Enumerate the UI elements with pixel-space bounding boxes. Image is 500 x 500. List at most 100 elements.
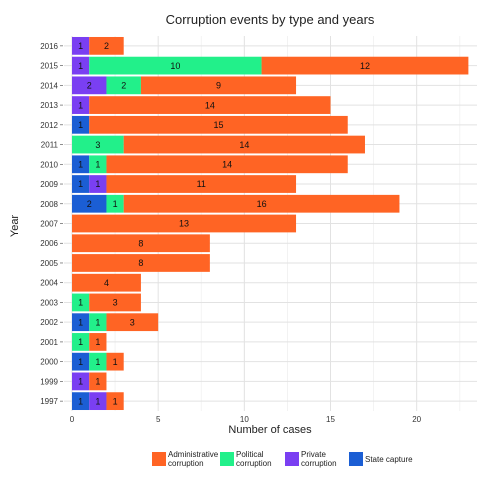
bar-segment (72, 194, 107, 213)
bar-segment (89, 333, 107, 351)
y-axis-title: Year (9, 215, 21, 238)
legend-swatch (152, 452, 166, 466)
bar-value-label: 14 (222, 159, 232, 169)
bar-value-label: 4 (104, 278, 109, 288)
bar-value-label: 9 (216, 81, 221, 91)
bar-value-label: 2 (104, 41, 109, 51)
y-tick-label: 2001 (40, 338, 58, 347)
bar-value-label: 14 (239, 140, 249, 150)
chart-title: Corruption events by type and years (166, 12, 375, 27)
legend-label: Private corruption (301, 450, 337, 468)
bar-segment (140, 76, 297, 95)
bar-segment (89, 36, 124, 55)
bar-value-label: 2 (87, 199, 92, 209)
bar-value-label: 8 (138, 238, 143, 248)
bar-segment (106, 194, 124, 213)
y-tick-label: 2003 (40, 298, 58, 307)
bar-segment (89, 115, 348, 134)
bar-value-label: 1 (113, 396, 118, 406)
bar-value-label: 16 (257, 199, 267, 209)
bar-segment (89, 313, 107, 332)
bar-segment (72, 115, 90, 134)
bar-value-label: 2 (87, 81, 92, 91)
bar-value-label: 2 (121, 81, 126, 91)
bar-value-label: 1 (78, 120, 83, 130)
y-tick-label: 2013 (40, 101, 58, 110)
bar-segment (106, 76, 141, 95)
bar-value-label: 1 (78, 100, 83, 110)
bar-value-label: 1 (95, 357, 100, 367)
x-tick-label: 5 (156, 415, 161, 424)
bar-value-label: 1 (95, 337, 100, 347)
bar-segment (72, 293, 90, 312)
bar-value-label: 1 (78, 298, 83, 308)
bar-segment (89, 293, 141, 312)
legend-swatch (349, 452, 363, 466)
bar-value-label: 3 (130, 317, 135, 327)
bar-value-label: 1 (78, 337, 83, 347)
bar-value-label: 12 (360, 61, 370, 71)
bar-value-label: 1 (113, 199, 118, 209)
bar-value-label: 1 (78, 41, 83, 51)
bar-segment (72, 214, 297, 233)
bar-segment (89, 352, 107, 371)
y-axis-ticks: 2016 2015 2014 2013 2012 2011 2010 2009 2008 2007… (40, 42, 63, 406)
y-tick-label: 2007 (40, 220, 58, 229)
bar-segment (72, 392, 90, 411)
y-tick-label: 2005 (40, 259, 58, 268)
legend-label: State capture (365, 455, 413, 464)
bar-segment (123, 194, 400, 213)
legend-swatch (285, 452, 299, 466)
bar-value-label: 1 (95, 377, 100, 387)
bar-value-label: 14 (205, 100, 215, 110)
x-tick-label: 20 (412, 415, 421, 424)
bar-value-label: 1 (78, 317, 83, 327)
bar-value-label: 1 (78, 396, 83, 406)
y-tick-label: 2009 (40, 180, 58, 189)
legend-swatch (220, 452, 234, 466)
bar-segment (123, 135, 365, 154)
y-tick-label: 1999 (40, 377, 58, 386)
bar-segment (106, 392, 124, 411)
y-tick-label: 2010 (40, 160, 58, 169)
y-tick-label: 1997 (40, 397, 58, 406)
bar-value-label: 1 (78, 179, 83, 189)
y-tick-label: 2000 (40, 358, 58, 367)
y-tick-label: 2012 (40, 121, 58, 130)
bar-segment (89, 372, 107, 391)
bar-value-label: 11 (197, 179, 206, 189)
bar-value-label: 1 (95, 396, 100, 406)
bar-segment (72, 56, 90, 75)
bar-value-label: 1 (95, 159, 100, 169)
bar-segment (261, 56, 469, 75)
bar-segment (89, 96, 331, 114)
bar-value-label: 8 (138, 258, 143, 268)
legend: Administrative corruption Political corrupt… (152, 450, 413, 468)
y-tick-label: 2011 (41, 141, 59, 150)
x-axis-title: Number of cases (228, 424, 312, 436)
bar-value-label: 1 (78, 377, 83, 387)
legend-label: Administrative corruption (168, 450, 219, 468)
bar-segment (72, 372, 90, 391)
bar-value-label: 3 (95, 140, 100, 150)
bar-value-label: 1 (113, 357, 118, 367)
x-axis-ticks: 0 5 10 15 20 (70, 415, 422, 424)
bar-segment (106, 175, 297, 193)
bar-segment (72, 352, 90, 371)
bar-value-label: 15 (213, 120, 223, 130)
bar-segment (72, 313, 90, 332)
bar-segment (106, 313, 159, 332)
bar-value-label: 1 (78, 159, 83, 169)
bar-value-label: 1 (95, 317, 100, 327)
bar-value-label: 1 (78, 357, 83, 367)
bar-segment (72, 135, 124, 154)
bar-segment (72, 175, 90, 193)
y-tick-label: 2002 (40, 318, 58, 327)
y-tick-label: 2008 (40, 200, 58, 209)
bar-value-label: 3 (113, 298, 118, 308)
bar-value-label: 1 (95, 179, 100, 189)
bar-segment (72, 96, 90, 114)
bar-segment (89, 392, 107, 411)
bar-segment (72, 155, 90, 174)
